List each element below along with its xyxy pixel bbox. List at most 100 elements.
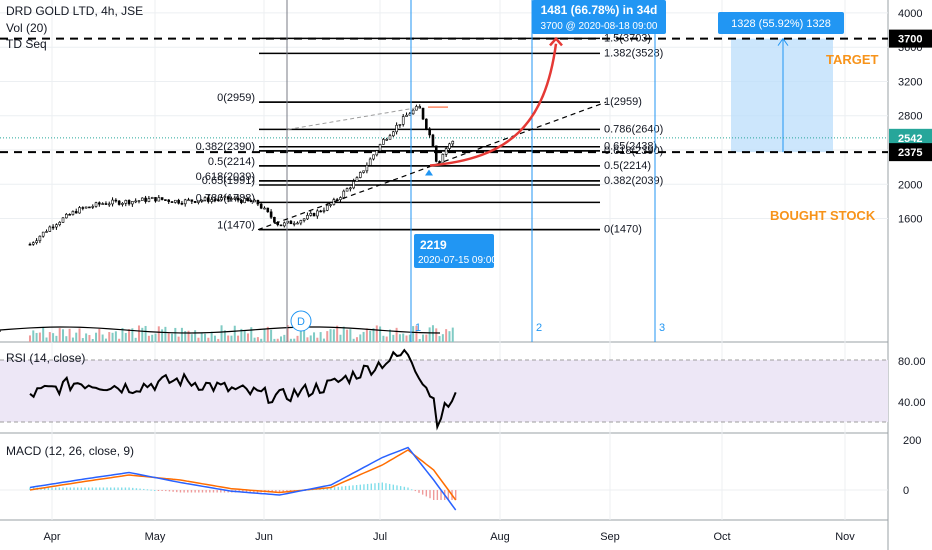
volume-bar: [174, 327, 177, 342]
macd-histogram-bar: [29, 487, 31, 490]
macd-histogram-bar: [425, 490, 428, 497]
candle-body: [84, 206, 88, 209]
candle-body: [164, 199, 167, 201]
candle-body: [220, 197, 223, 201]
candle-body: [289, 220, 293, 225]
volume-bar: [395, 327, 398, 342]
candle-body: [177, 199, 180, 204]
time-tick-label: Nov: [835, 531, 855, 543]
fib-label-left: 0(2959): [217, 92, 255, 104]
candle-body: [197, 200, 200, 203]
candle-body: [283, 222, 286, 227]
macd-pane[interactable]: [0, 446, 888, 511]
candle-body: [372, 154, 375, 160]
volume-bar: [184, 330, 187, 342]
volume-bar: [213, 335, 216, 342]
volume-bar: [204, 333, 207, 342]
fib-label-right: 0.382(2039): [604, 175, 663, 187]
macd-histogram-bar: [84, 487, 86, 490]
macd-histogram-bar: [88, 487, 90, 490]
macd-histogram-bar: [436, 490, 439, 500]
volume-bar: [276, 338, 279, 342]
rsi-line: [29, 348, 457, 431]
td-seq-legend[interactable]: TD Seq: [6, 37, 47, 51]
volume-bar: [379, 326, 382, 342]
volume-bar: [270, 329, 273, 342]
volume-bar: [95, 332, 98, 342]
volume-bar: [428, 327, 431, 342]
volume-legend[interactable]: Vol (20): [6, 21, 48, 35]
volume-bar: [346, 329, 349, 342]
volume-bar: [230, 335, 233, 342]
rsi-legend[interactable]: RSI (14, close): [6, 351, 86, 365]
candle-body: [91, 206, 95, 208]
macd-histogram-bar: [198, 490, 200, 493]
macd-histogram-bar: [179, 490, 182, 493]
candle-body: [127, 200, 131, 205]
macd-histogram-bar: [157, 490, 160, 491]
candle-body: [253, 199, 256, 203]
rsi-tick-label: 40.00: [898, 397, 926, 409]
macd-histogram-bar: [366, 483, 369, 490]
macd-histogram-bar: [190, 490, 193, 493]
volume-bar: [435, 328, 438, 342]
macd-histogram-bar: [139, 488, 141, 490]
volume-bar: [240, 328, 243, 342]
macd-histogram-bar: [352, 485, 354, 490]
macd-histogram-bar: [110, 487, 112, 490]
candle-body: [41, 231, 45, 237]
macd-histogram-bar: [403, 486, 406, 490]
volume-bar: [332, 329, 335, 342]
macd-histogram-bar: [286, 490, 288, 492]
volume-bar: [389, 329, 392, 342]
candle-body: [273, 216, 276, 223]
candle-body: [207, 197, 210, 202]
macd-histogram-bar: [348, 485, 350, 490]
low-callout-date: 2020-07-15 09:00: [418, 255, 497, 266]
candle-body: [74, 211, 78, 214]
volume-bar: [88, 335, 91, 342]
symbol-title[interactable]: DRD GOLD LTD, 4h, JSE: [6, 4, 144, 18]
candle-body: [355, 177, 359, 182]
macd-histogram-bar: [245, 490, 248, 493]
rsi-pane[interactable]: [0, 348, 888, 431]
candle-body: [382, 139, 385, 145]
fib-label-right: 0.786(2640): [604, 123, 663, 135]
low-callout-price: 2219: [420, 238, 447, 252]
low-callout: [414, 234, 494, 268]
candle-body: [28, 243, 32, 246]
macd-legend[interactable]: MACD (12, 26, close, 9): [6, 444, 135, 458]
macd-histogram-bar: [418, 490, 420, 493]
volume-bar: [58, 328, 61, 342]
candle-body: [322, 209, 326, 212]
price-badge-target: [889, 29, 932, 48]
volume-bar: [131, 328, 134, 342]
volume-bar: [62, 329, 65, 342]
candle-body: [306, 215, 309, 220]
macd-histogram-bar: [212, 490, 215, 493]
macd-histogram-bar: [447, 490, 450, 500]
candle-body: [405, 114, 408, 117]
time-tick-label: Jul: [373, 531, 387, 543]
price-tick-label: 3200: [898, 76, 922, 88]
macd-histogram-bar: [216, 490, 218, 493]
fib-label-right: 0.618(2390): [604, 145, 663, 157]
macd-histogram-bar: [278, 490, 281, 493]
candle-body: [362, 170, 365, 173]
volume-bar: [359, 334, 362, 342]
macd-histogram-bar: [377, 482, 380, 490]
candle-body: [78, 207, 81, 214]
bought-label: BOUGHT STOCK: [770, 208, 876, 223]
volume-bar: [147, 335, 150, 342]
candle-body: [48, 226, 52, 232]
fib-label-left: 0.382(2390): [196, 141, 255, 153]
volume-bar: [85, 333, 88, 342]
price-badge-target-label: 3700: [898, 34, 922, 46]
volume-bar: [263, 328, 266, 342]
candle-body: [193, 201, 197, 203]
fib-label-left: 1(1470): [217, 220, 255, 232]
candle-body: [240, 199, 243, 204]
candle-body: [243, 198, 246, 204]
candle-body: [104, 203, 108, 205]
